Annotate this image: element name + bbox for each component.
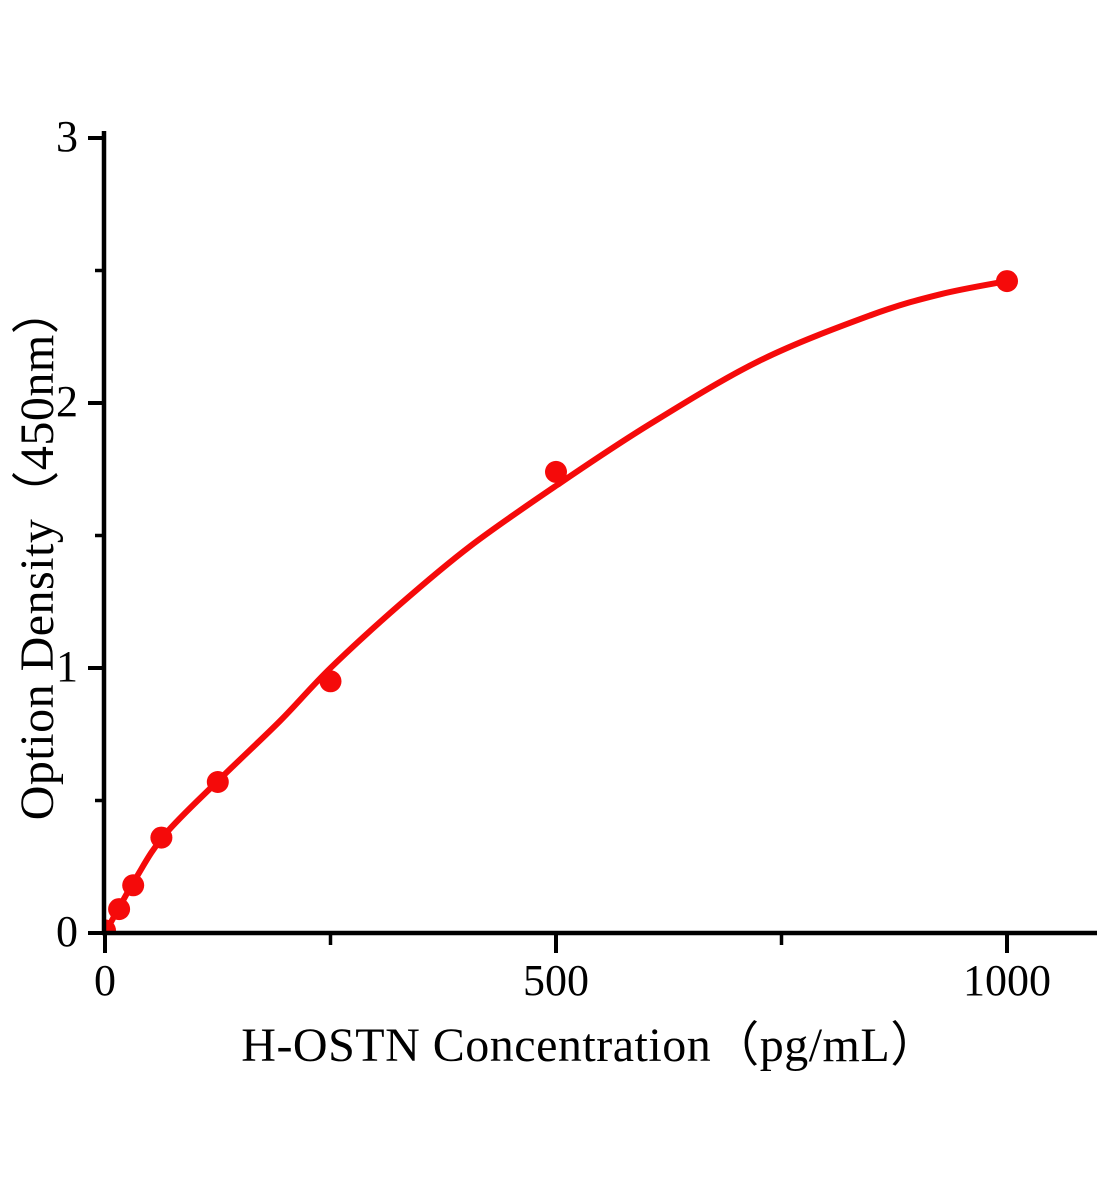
x-tick-label: 0 (94, 956, 116, 1005)
data-point-62.5 (150, 826, 173, 849)
data-point-0 (104, 919, 116, 933)
fit-curve-line (104, 278, 1010, 933)
data-point-1000 (996, 270, 1018, 293)
data-point-31.25 (122, 874, 145, 897)
y-tick-label: 2 (56, 377, 78, 426)
data-point-250 (319, 670, 342, 693)
series-group (104, 270, 1018, 933)
x-tick-label: 1000 (963, 956, 1051, 1005)
y-tick-label: 1 (56, 642, 78, 691)
y-tick-label: 0 (56, 907, 78, 956)
x-axis-title: H-OSTN Concentration（pg/mL） (241, 1019, 939, 1072)
data-point-500 (545, 460, 567, 483)
data-point-15.6 (108, 898, 131, 921)
y-axis-title: Option Density（450nm） (11, 285, 64, 821)
y-tick-label: 3 (56, 112, 78, 161)
data-point-125 (206, 771, 229, 793)
axes-group: 0 1 2 3 0 500 1000 (56, 112, 1097, 1005)
x-tick-label: 500 (523, 956, 589, 1005)
